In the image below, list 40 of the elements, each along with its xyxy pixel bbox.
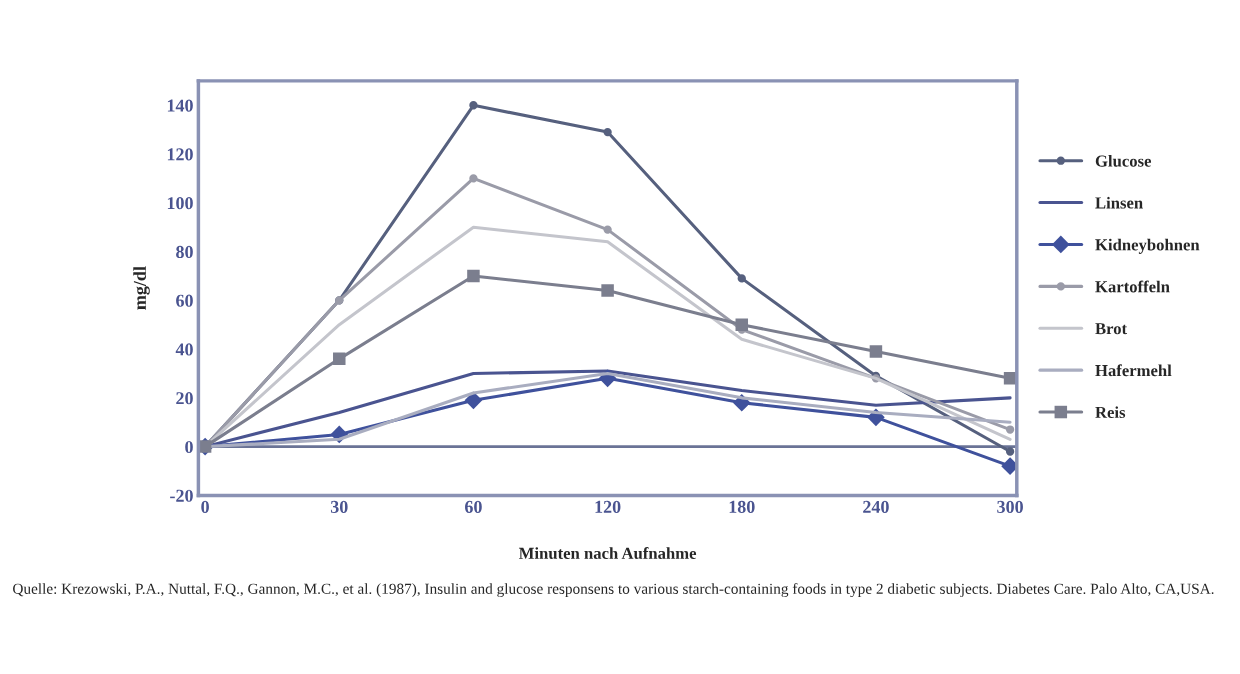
x-tick-label: 30 xyxy=(330,500,348,513)
y-tick-label: 0 xyxy=(185,440,193,454)
point xyxy=(469,101,478,110)
y-tick-label: 140 xyxy=(167,99,193,112)
point xyxy=(1005,425,1015,434)
legend-label: Kidneybohnen xyxy=(1095,238,1200,254)
legend-label: Kartoffeln xyxy=(1095,280,1170,293)
legend-label: Linsen xyxy=(1095,196,1143,209)
y-tick-label: 100 xyxy=(167,197,193,210)
point xyxy=(467,269,480,283)
point xyxy=(1005,447,1015,456)
x-tick-label: 60 xyxy=(465,500,482,513)
y-axis-title: mg/dl xyxy=(133,266,150,310)
y-tick-label: -20 xyxy=(170,489,193,502)
point xyxy=(603,225,612,234)
legend-label: Glucose xyxy=(1095,154,1152,167)
point xyxy=(603,127,612,137)
point xyxy=(737,274,746,283)
y-tick-label: 60 xyxy=(176,294,193,307)
source-note: Quelle: Krezowski, P.A., Nuttal, F.Q., Gannon, M.C., et al. (1987), Insulin and glucose responsens to various starch-containing foods in type 2 diabetic subjects. Diabetes Care. Palo Alto, CA,USA. xyxy=(13,583,1214,598)
legend-label: Brot xyxy=(1095,323,1128,335)
point xyxy=(1003,372,1017,385)
y-tick-label: 40 xyxy=(175,343,193,356)
x-tick-label: 180 xyxy=(729,500,755,513)
x-tick-label: 300 xyxy=(997,500,1023,513)
legend-label: Hafermehl xyxy=(1095,364,1172,377)
legend-label: Reis xyxy=(1095,406,1126,419)
x-axis-title: Minuten nach Aufnahme xyxy=(518,547,697,559)
point xyxy=(464,391,483,410)
y-tick-label: 120 xyxy=(167,148,193,161)
point xyxy=(333,352,346,366)
x-tick-label: 120 xyxy=(595,500,621,513)
y-tick-label: 20 xyxy=(176,392,193,405)
point xyxy=(869,345,883,358)
y-tick-label: 80 xyxy=(176,245,193,258)
x-tick-label: 0 xyxy=(201,500,209,513)
x-tick-label: 240 xyxy=(863,500,889,513)
point xyxy=(735,318,749,331)
point xyxy=(469,174,478,183)
point xyxy=(601,284,614,297)
